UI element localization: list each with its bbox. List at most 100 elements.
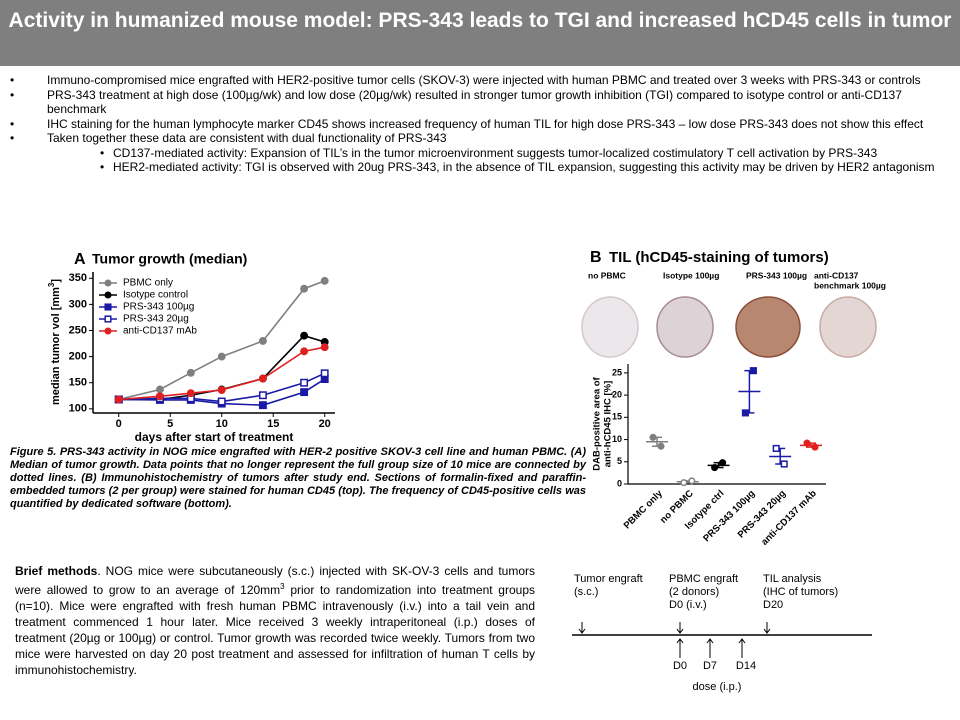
y-axis-label-part: ] [50, 279, 62, 283]
legend-marker [104, 303, 112, 311]
marker [741, 409, 749, 417]
dose-caption: dose (i.p.) [693, 681, 742, 693]
chart-title: TIL (hCD45-staining of tumors) [609, 249, 829, 266]
y-axis-label-part: 3 [47, 282, 56, 287]
marker [300, 347, 309, 356]
x-axis-label: days after start of treatment [135, 430, 294, 444]
y-axis-label: anti-hCD45 IHC [%] [603, 381, 614, 468]
bullet: Taken together these data are consistent… [0, 131, 950, 146]
methods-lead: Brief methods [15, 564, 98, 578]
dose-label: D7 [703, 660, 717, 672]
legend-marker [104, 327, 112, 335]
legend-label: anti-CD137 mAb [123, 326, 197, 337]
marker [300, 331, 309, 340]
marker [258, 374, 267, 383]
methods-text: . NOG mice were subcutaneously (s.c.) in… [15, 564, 535, 597]
x-tick-label: 15 [267, 418, 279, 430]
event-label: (IHC of tumors) [763, 586, 838, 598]
bullet-list: Immuno-compromised mice engrafted with H… [0, 73, 950, 175]
legend-marker [104, 279, 112, 287]
marker [803, 439, 811, 447]
arrow-down [676, 622, 684, 634]
marker [657, 442, 665, 450]
marker [217, 352, 226, 361]
methods-text: prior to randomization into treatment gr… [15, 583, 535, 677]
image-label: no PBMC [588, 270, 626, 280]
arrow-up [738, 638, 746, 658]
title: Activity in humanized mouse model: PRS-3… [8, 9, 952, 32]
marker [186, 389, 195, 398]
marker [217, 386, 226, 394]
arrow-up [706, 638, 714, 658]
y-axis-label: DAB-positive area of [592, 376, 603, 470]
marker [711, 464, 719, 472]
y-tick-label: 200 [69, 351, 87, 363]
marker [320, 343, 329, 352]
marker [749, 367, 757, 375]
x-tick-label: 10 [216, 418, 228, 430]
image-label: anti-CD137 [814, 270, 859, 280]
chart-title: Tumor growth (median) [92, 251, 247, 267]
legend-marker [104, 291, 112, 299]
marker [300, 378, 309, 387]
x-tick-label: 5 [167, 418, 173, 430]
marker [772, 444, 780, 452]
methods: Brief methods. NOG mice were subcutaneou… [15, 563, 535, 678]
marker [300, 388, 309, 397]
y-tick-label: 20 [612, 389, 622, 399]
marker [155, 392, 164, 401]
panel-label: B [590, 249, 602, 266]
legend-label: PRS-343 20µg [123, 314, 189, 325]
sub-bullet: HER2-mediated activity: TGI is observed … [0, 160, 950, 175]
event-label: D20 [763, 599, 783, 611]
arrow-down [578, 622, 586, 634]
legend-marker [104, 315, 112, 323]
bullet: Immuno-compromised mice engrafted with H… [0, 73, 950, 88]
legend-label: PBMC only [123, 278, 173, 289]
marker [155, 385, 164, 394]
superscript: 3 [280, 582, 285, 591]
image-label: benchmark 100µg [814, 280, 886, 290]
x-tick-label: 20 [319, 418, 331, 430]
marker [114, 395, 123, 404]
marker [186, 368, 195, 377]
marker [811, 443, 819, 451]
marker [688, 477, 696, 485]
marker [258, 401, 267, 410]
marker [300, 284, 309, 293]
y-tick-label: 25 [612, 367, 622, 377]
marker [258, 391, 267, 400]
legend-label: PRS-343 100µg [123, 302, 194, 313]
dose-label: D0 [673, 660, 687, 672]
x-tick-label: PBMC only [622, 488, 666, 532]
y-tick-label: 15 [612, 412, 622, 422]
y-tick-label: 150 [69, 377, 87, 389]
y-tick-label: 10 [612, 434, 622, 444]
panel-label: A [74, 251, 86, 268]
image-label: Isotype 100µg [663, 270, 719, 280]
marker [780, 460, 788, 468]
y-axis-label: median tumor vol [mm3] [47, 279, 62, 405]
legend-label: Isotype control [123, 290, 188, 301]
marker [649, 433, 657, 441]
x-tick-label: 0 [116, 418, 122, 430]
event-label: TIL analysis [763, 573, 822, 585]
bullet: IHC staining for the human lymphocyte ma… [0, 117, 950, 132]
event-label: PBMC engraft [669, 573, 738, 585]
figure-caption: Figure 5. PRS-343 activity in NOG mice e… [10, 446, 586, 510]
sub-bullet: CD137-mediated activity: Expansion of TI… [0, 146, 950, 161]
y-tick-label: 5 [617, 456, 622, 466]
dose-label: D14 [736, 660, 756, 672]
y-tick-label: 0 [617, 478, 622, 488]
tissue-image [735, 296, 801, 358]
event-label: (2 donors) [669, 586, 719, 598]
arrow-up [676, 638, 684, 658]
marker [719, 459, 727, 467]
header: Activity in humanized mouse model: PRS-3… [0, 0, 960, 66]
event-label: D0 (i.v.) [669, 599, 707, 611]
y-tick-label: 300 [69, 298, 87, 310]
marker [320, 276, 329, 285]
arrow-down [763, 622, 771, 634]
